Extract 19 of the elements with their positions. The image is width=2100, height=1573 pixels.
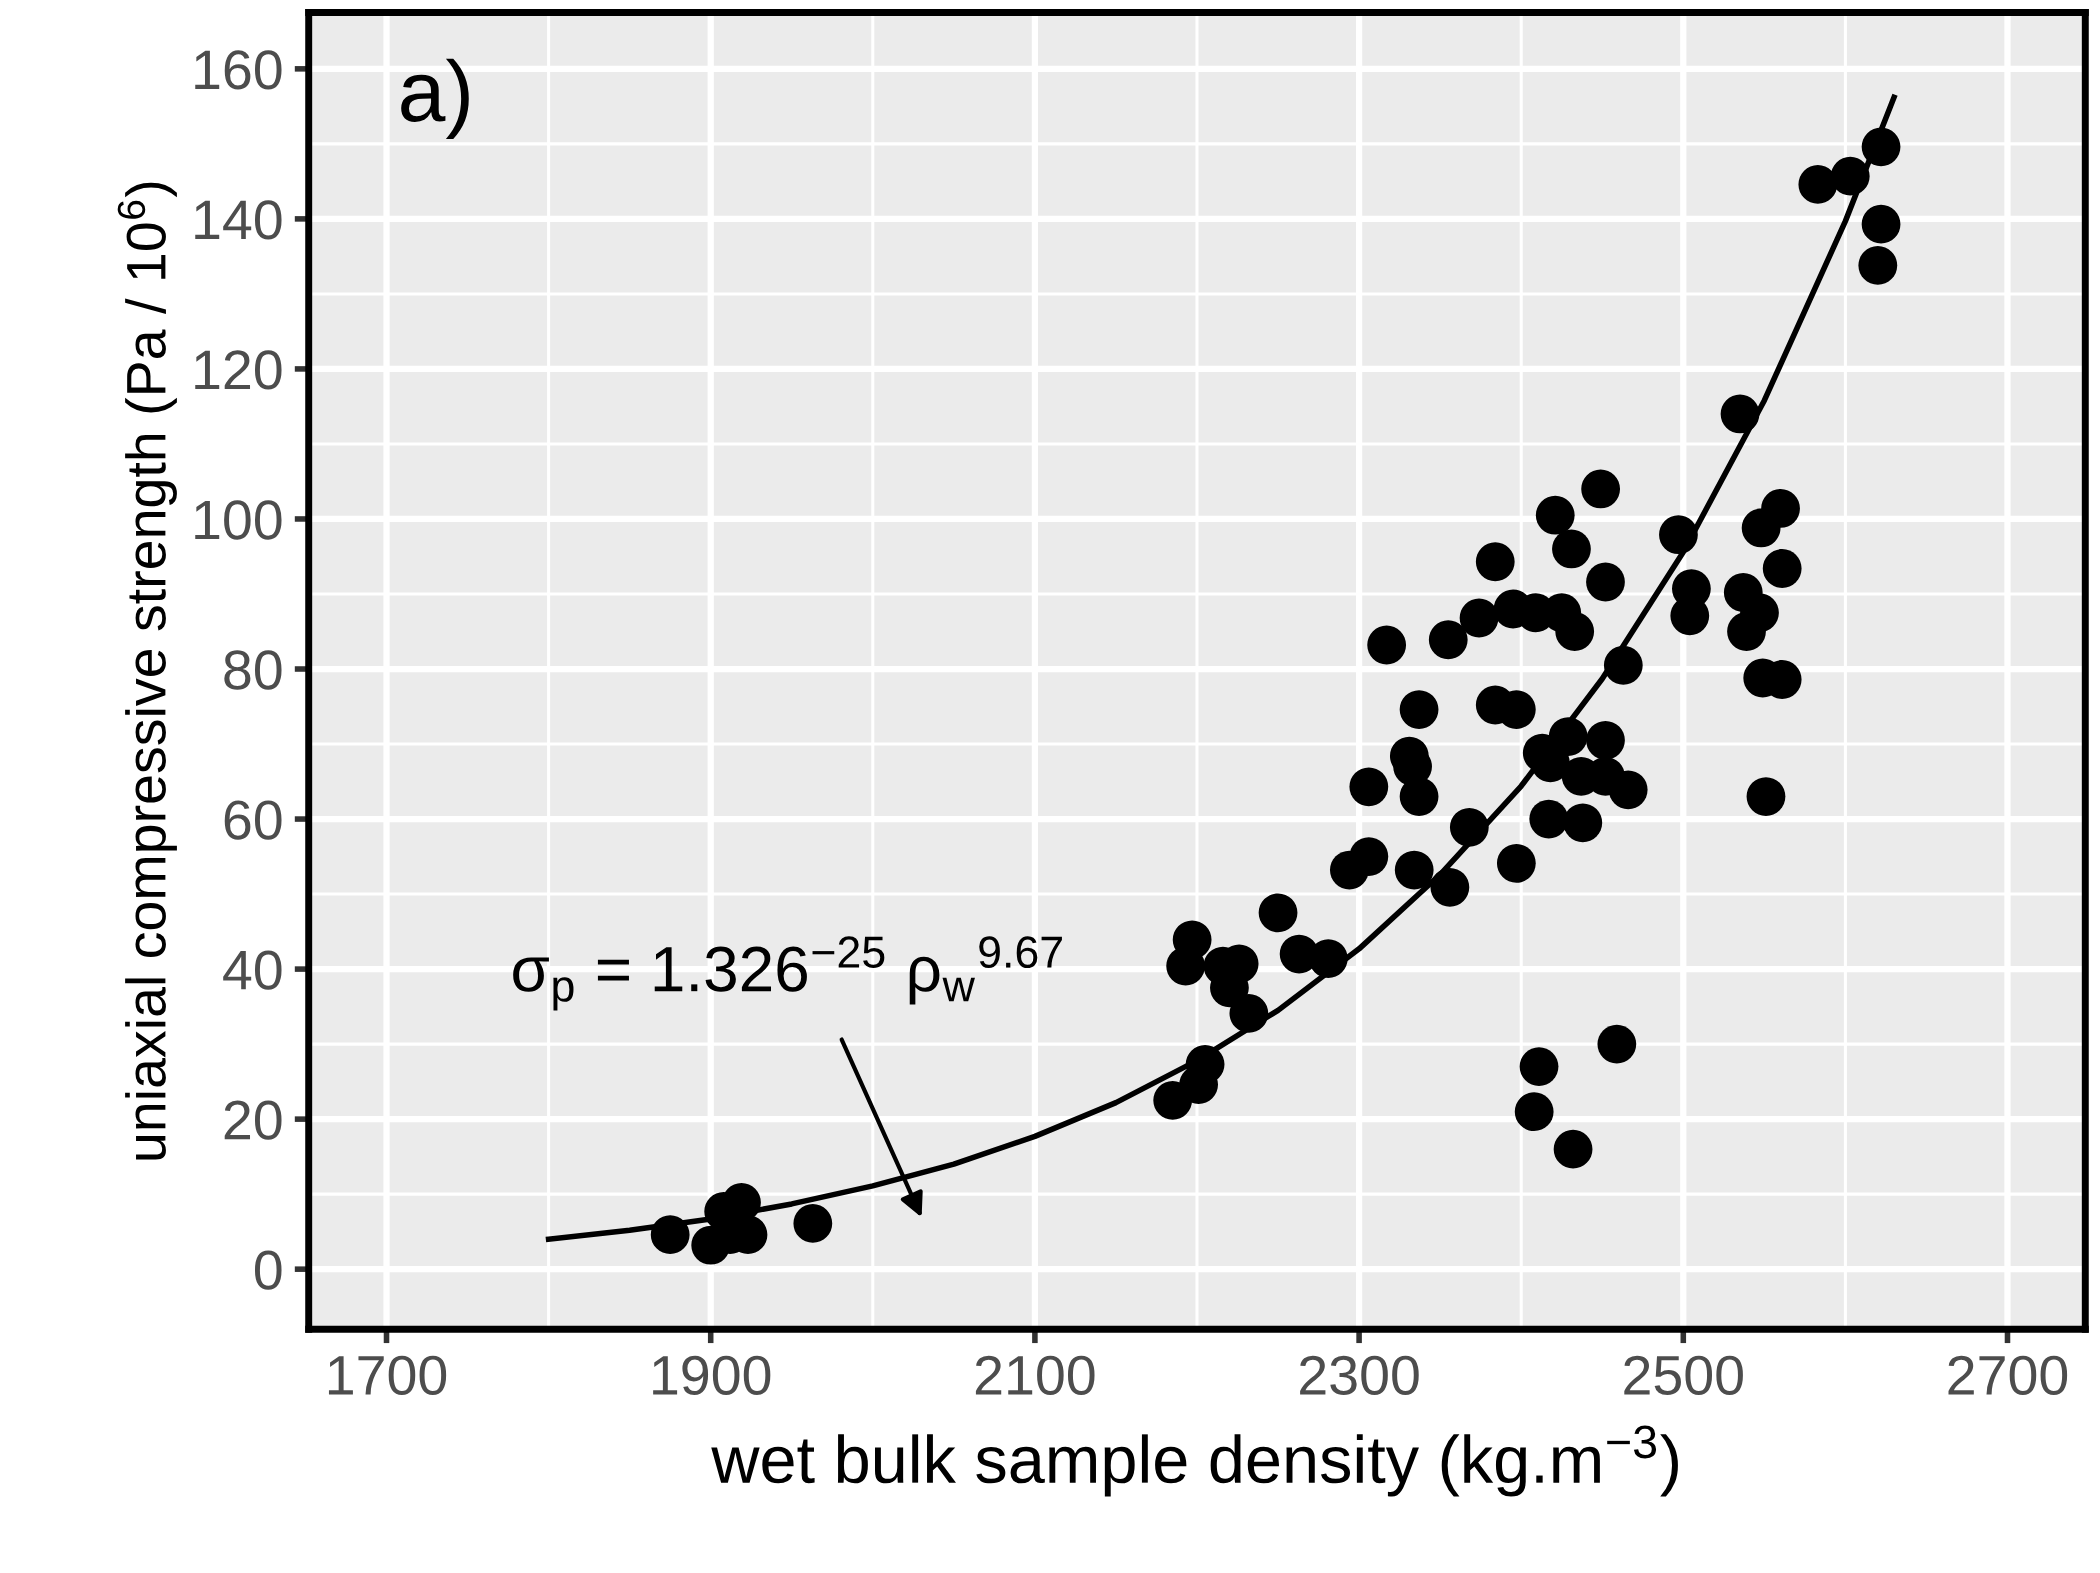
- y-tick-label: 100: [195, 500, 282, 540]
- x-tick-label: 1700: [328, 1355, 447, 1395]
- annotation: a): [401, 58, 469, 139]
- x-tick-label: 2700: [1948, 1355, 2068, 1395]
- y-tick-label: 40: [223, 950, 282, 990]
- x-axis-title: wet bulk sample density (kg.m$^{−3}$): [711, 1425, 1678, 1497]
- y-tick-label: 60: [224, 800, 282, 840]
- y-tick-label: 20: [224, 1100, 282, 1140]
- y-tick-label: 120: [195, 350, 282, 390]
- x-tick-label: 2300: [1300, 1355, 1419, 1395]
- y-tick-label: 80: [224, 650, 282, 690]
- y-tick-label: 160: [195, 50, 282, 90]
- x-tick-label: 1900: [653, 1355, 771, 1395]
- x-tick-label: 2500: [1624, 1355, 1743, 1395]
- y-tick-label: 140: [195, 200, 282, 240]
- x-tick-label: 2100: [975, 1355, 1095, 1395]
- y-tick-label: 0: [254, 1250, 282, 1290]
- annotation: σ$_{p}$ = 1.326$^{−25}$ ρ$_{w}$$^{9.67}$: [513, 936, 1062, 1011]
- y-axis-title: uniaxial compressive strength (Pa / 10$^{6}$): [117, 182, 177, 1160]
